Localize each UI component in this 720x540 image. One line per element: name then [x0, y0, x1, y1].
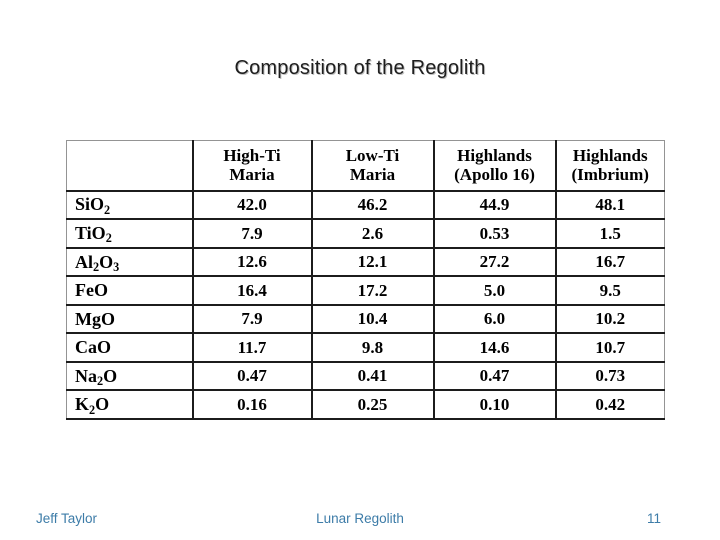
value-cell: 46.2	[310, 189, 435, 221]
table-row: K2O 0.16 0.25 0.10 0.42	[66, 389, 665, 420]
value-cell: 48.1	[554, 189, 665, 221]
value-cell: 9.5	[554, 275, 665, 306]
value-cell: 12.1	[310, 246, 435, 278]
value-cell: 7.9	[191, 303, 313, 335]
row-label: MgO	[66, 303, 194, 335]
header-cell: Highlands (Imbrium)	[554, 140, 665, 192]
header-cell: High-Ti Maria	[191, 140, 313, 192]
header-line: Highlands	[572, 145, 648, 165]
table-row: TiO2 7.9 2.6 0.53 1.5	[66, 218, 665, 249]
value-cell: 6.0	[432, 303, 557, 335]
value-cell: 10.4	[310, 303, 435, 335]
value-cell: 1.5	[554, 218, 665, 249]
row-label: SiO2	[66, 189, 194, 221]
header-cell: Low-Ti Maria	[310, 140, 435, 192]
footer-slide-title: Lunar Regolith	[316, 511, 404, 526]
value-cell: 44.9	[432, 189, 557, 221]
value-cell: 9.8	[310, 332, 435, 363]
value-cell: 10.2	[554, 303, 665, 335]
value-cell: 0.53	[432, 218, 557, 249]
row-label: TiO2	[66, 218, 194, 249]
header-line: Maria	[349, 165, 396, 185]
value-cell: 16.4	[191, 275, 313, 306]
value-cell: 0.47	[191, 360, 313, 392]
table-row: FeO 16.4 17.2 5.0 9.5	[66, 275, 665, 306]
value-cell: 12.6	[191, 246, 313, 278]
page-title: Composition of the Regolith	[234, 57, 486, 79]
footer-page-number: 11	[646, 511, 661, 526]
header-row: High-Ti Maria Low-Ti Maria Highlands (Apollo …	[66, 140, 665, 192]
table-row: Na2O 0.47 0.41 0.47 0.73	[66, 360, 665, 392]
value-cell: 11.7	[191, 332, 313, 363]
value-cell: 0.42	[554, 389, 665, 420]
footer-author: Jeff Taylor	[36, 511, 98, 526]
header-line: Low-Ti	[345, 145, 400, 165]
header-line: Highlands	[457, 145, 532, 165]
header-cell-empty	[66, 140, 194, 192]
value-cell: 0.73	[554, 360, 665, 392]
table-header: High-Ti Maria Low-Ti Maria Highlands (Apollo …	[66, 140, 665, 192]
header-line: High-Ti	[223, 145, 281, 165]
value-cell: 42.0	[191, 189, 313, 221]
header-line: Maria	[229, 165, 275, 185]
table-row: Al2O3 12.6 12.1 27.2 16.7	[66, 246, 665, 278]
row-label: CaO	[66, 332, 194, 363]
value-cell: 7.9	[191, 218, 313, 249]
row-label: K2O	[66, 389, 194, 420]
value-cell: 0.47	[432, 360, 557, 392]
value-cell: 0.10	[432, 389, 557, 420]
value-cell: 0.25	[310, 389, 435, 420]
row-label: FeO	[66, 275, 194, 306]
table-row: CaO 11.7 9.8 14.6 10.7	[66, 332, 665, 363]
value-cell: 0.41	[310, 360, 435, 392]
header-line: (Apollo 16)	[454, 165, 535, 185]
table-row: SiO2 42.0 46.2 44.9 48.1	[66, 189, 665, 221]
value-cell: 17.2	[310, 275, 435, 306]
header-line: (Imbrium)	[571, 165, 649, 185]
value-cell: 14.6	[432, 332, 557, 363]
value-cell: 27.2	[432, 246, 557, 278]
value-cell: 16.7	[554, 246, 665, 278]
header-cell: Highlands (Apollo 16)	[432, 140, 557, 192]
slide-footer: Jeff Taylor Lunar Regolith 11	[0, 509, 720, 529]
value-cell: 0.16	[191, 389, 313, 420]
table-row: MgO 7.9 10.4 6.0 10.2	[66, 303, 665, 335]
table-body: SiO2 42.0 46.2 44.9 48.1 TiO2 7.9 2.6 0.53 1.5 Al2…	[66, 189, 665, 420]
row-label: Al2O3	[66, 246, 194, 278]
composition-table: High-Ti Maria Low-Ti Maria Highlands (Apollo …	[66, 140, 665, 420]
value-cell: 2.6	[310, 218, 435, 249]
row-label: Na2O	[66, 360, 194, 392]
value-cell: 10.7	[554, 332, 665, 363]
value-cell: 5.0	[432, 275, 557, 306]
